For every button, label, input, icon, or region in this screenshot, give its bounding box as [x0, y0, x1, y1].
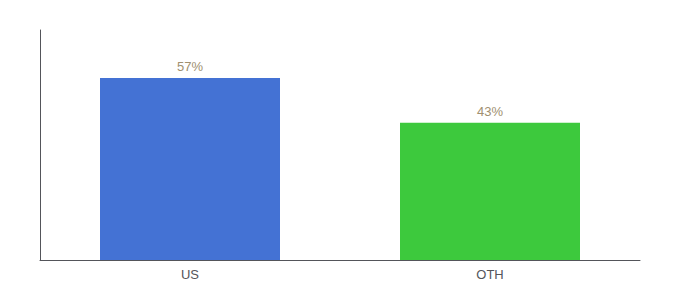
- svg-text:OTH: OTH: [476, 267, 503, 282]
- svg-text:57%: 57%: [177, 59, 203, 74]
- svg-text:US: US: [181, 267, 199, 282]
- svg-text:43%: 43%: [477, 104, 503, 119]
